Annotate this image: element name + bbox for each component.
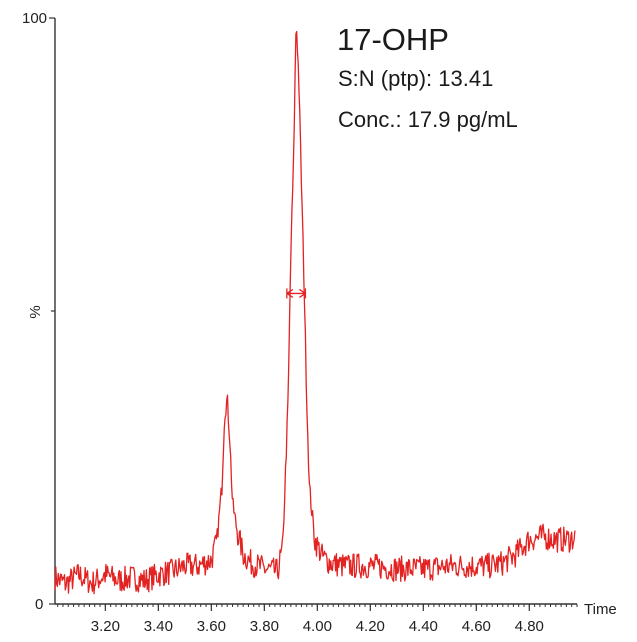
x-major-ticks bbox=[104, 604, 530, 611]
compound-name: 17-OHP bbox=[337, 22, 449, 57]
x-tick-label: 4.80 bbox=[515, 618, 544, 635]
x-tick-labels: 3.20 3.40 3.60 3.80 4.00 4.20 4.40 4.60 4.80 bbox=[91, 618, 544, 635]
x-tick-label: 4.20 bbox=[356, 618, 385, 635]
x-tick-label: 3.80 bbox=[250, 618, 279, 635]
peak-annotation: 17-OHP S:N (ptp): 13.41 Conc.: 17.9 pg/m… bbox=[337, 22, 518, 132]
peak-width-arrow-right-up bbox=[299, 288, 306, 294]
x-axis-title: Time bbox=[584, 601, 617, 618]
x-tick-label: 3.60 bbox=[197, 618, 226, 635]
concentration: Conc.: 17.9 pg/mL bbox=[338, 107, 518, 132]
plot-area: 3.20 3.40 3.60 3.80 4.00 4.20 4.40 4.60 4.80 100… bbox=[22, 10, 617, 635]
x-tick-label: 4.60 bbox=[462, 618, 491, 635]
y-axis-title: % bbox=[27, 305, 44, 318]
peak-width-arrow-right-down bbox=[299, 292, 306, 298]
y-tick-label-100: 100 bbox=[22, 10, 47, 27]
peak-width-marker bbox=[286, 288, 307, 299]
signal-to-noise: S:N (ptp): 13.41 bbox=[338, 66, 493, 91]
x-tick-label: 4.00 bbox=[303, 618, 332, 635]
chromatogram-trace bbox=[54, 30, 576, 595]
x-tick-label: 3.40 bbox=[144, 618, 173, 635]
x-tick-label: 3.20 bbox=[91, 618, 120, 635]
x-tick-label: 4.40 bbox=[409, 618, 438, 635]
peak-width-arrow-left-up bbox=[286, 288, 294, 294]
peak-width-arrow-left-down bbox=[286, 292, 294, 298]
y-tick-label-0: 0 bbox=[35, 596, 43, 613]
